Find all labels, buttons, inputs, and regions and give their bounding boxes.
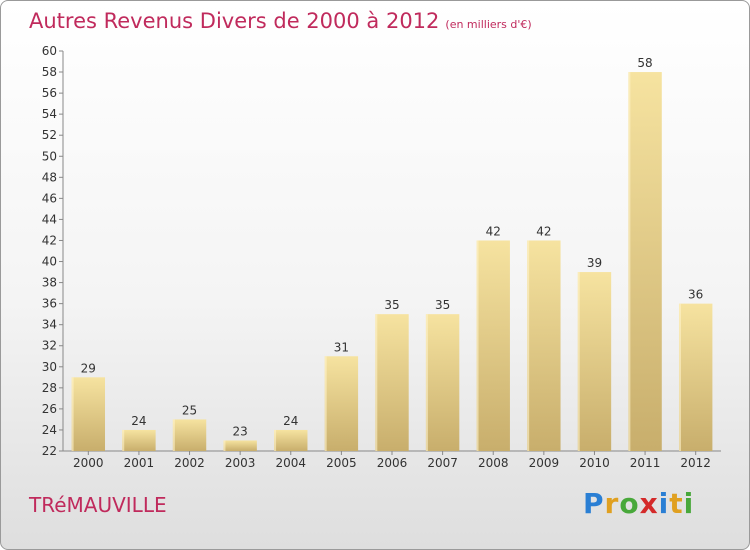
bar-value-label: 42 [486, 224, 501, 238]
bar [678, 303, 713, 451]
y-tick-label: 56 [42, 86, 57, 100]
bar [71, 377, 106, 451]
bar-value-label: 35 [435, 298, 450, 312]
x-tick-label: 2001 [124, 456, 155, 470]
y-tick-label: 38 [42, 276, 57, 290]
bar-value-label: 42 [536, 224, 551, 238]
bar [324, 356, 359, 451]
logo-letter: i [683, 487, 695, 520]
x-tick-label: 2005 [326, 456, 357, 470]
bar-highlight [324, 356, 327, 451]
bar-highlight [274, 429, 277, 451]
y-tick-label: 54 [42, 107, 57, 121]
y-tick-label: 46 [42, 191, 57, 205]
y-tick-label: 48 [42, 170, 57, 184]
logo-letter: P [583, 487, 605, 520]
x-tick-label: 2006 [377, 456, 408, 470]
bar [425, 314, 460, 451]
y-tick-label: 58 [42, 65, 57, 79]
bar [577, 272, 612, 451]
proxiti-logo[interactable]: Proxiti [583, 487, 694, 520]
x-tick-label: 2002 [174, 456, 205, 470]
city-name: TRéMAUVILLE [29, 493, 167, 517]
x-tick-label: 2003 [225, 456, 256, 470]
logo-letter: o [619, 487, 640, 520]
bar-value-label: 39 [587, 256, 602, 270]
x-tick-label: 2011 [630, 456, 661, 470]
chart-subtitle: (en milliers d'€) [445, 18, 532, 31]
y-tick-label: 50 [42, 149, 57, 163]
bar-highlight [476, 240, 479, 451]
x-tick-label: 2009 [529, 456, 560, 470]
bar [172, 419, 207, 451]
bar-highlight [375, 314, 378, 451]
bar-value-label: 29 [81, 361, 96, 375]
logo-letter: r [604, 487, 620, 520]
y-tick-label: 36 [42, 297, 57, 311]
bar-highlight [223, 440, 226, 451]
x-tick-label: 2007 [427, 456, 458, 470]
bar [628, 72, 662, 451]
bar-value-label: 36 [688, 288, 703, 302]
bar-highlight [527, 240, 530, 451]
title-text: Autres Revenus Divers de 2000 à 2012 [29, 9, 440, 33]
x-tick-label: 2012 [680, 456, 711, 470]
bar [274, 429, 308, 451]
chart-title: Autres Revenus Divers de 2000 à 2012 (en … [29, 9, 532, 33]
bar-value-label: 24 [131, 414, 146, 428]
y-tick-label: 34 [42, 318, 57, 332]
bar-value-label: 25 [182, 403, 197, 417]
logo-letter: i [658, 487, 670, 520]
bar [223, 440, 257, 451]
bar-value-label: 23 [233, 424, 248, 438]
bar-value-label: 24 [283, 414, 298, 428]
bar-value-label: 31 [334, 340, 349, 354]
y-tick-label: 24 [42, 423, 57, 437]
y-tick-label: 44 [42, 212, 57, 226]
y-tick-label: 30 [42, 360, 57, 374]
y-tick-label: 22 [42, 444, 57, 458]
bar [527, 240, 561, 451]
bar-highlight [172, 419, 175, 451]
x-tick-label: 2010 [579, 456, 610, 470]
x-tick-label: 2000 [73, 456, 104, 470]
y-tick-label: 42 [42, 233, 57, 247]
y-tick-label: 26 [42, 402, 57, 416]
bar [122, 429, 156, 451]
bar-highlight [71, 377, 74, 451]
x-tick-label: 2004 [275, 456, 306, 470]
logo-letter: t [669, 487, 684, 520]
logo-letter: x [639, 487, 659, 520]
bar-value-label: 58 [637, 56, 652, 70]
y-tick-label: 28 [42, 381, 57, 395]
bar-highlight [678, 303, 681, 451]
y-tick-label: 40 [42, 255, 57, 269]
bar-highlight [425, 314, 428, 451]
bar-highlight [628, 72, 631, 451]
bar-highlight [577, 272, 580, 451]
x-tick-label: 2008 [478, 456, 509, 470]
bar [375, 314, 409, 451]
y-tick-label: 60 [42, 44, 57, 58]
bar-highlight [122, 429, 125, 451]
y-tick-label: 52 [42, 128, 57, 142]
bar [476, 240, 510, 451]
y-tick-label: 32 [42, 339, 57, 353]
bar-value-label: 35 [384, 298, 399, 312]
